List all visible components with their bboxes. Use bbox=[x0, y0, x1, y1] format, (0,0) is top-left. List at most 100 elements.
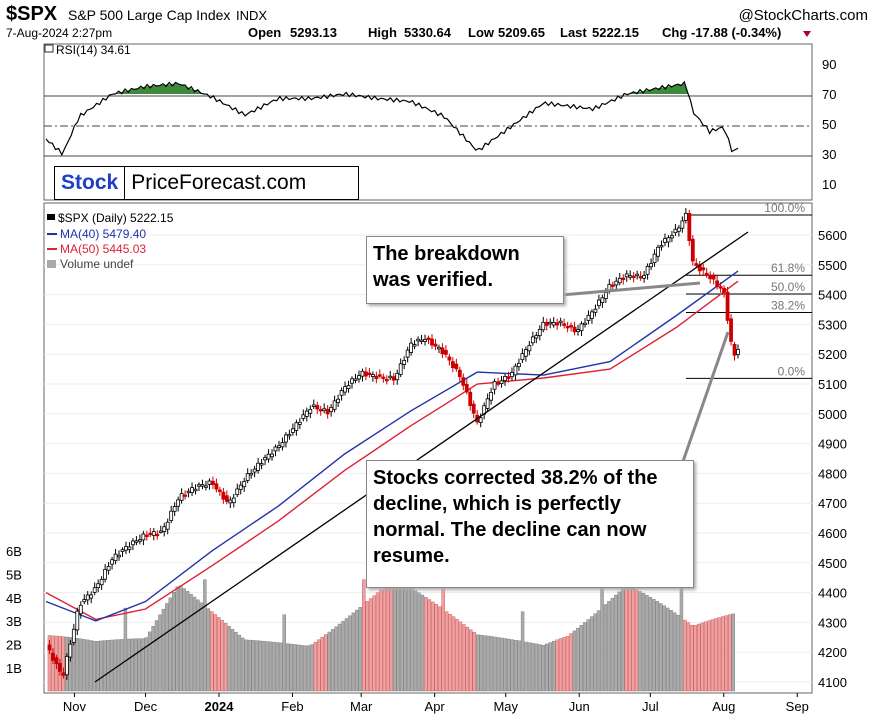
volume-tick-label: 3B bbox=[6, 614, 22, 629]
price-tick-label: 4100 bbox=[818, 675, 847, 690]
price-tick-label: 4700 bbox=[818, 496, 847, 511]
candle-body bbox=[457, 369, 462, 378]
volume-bar bbox=[662, 605, 666, 692]
volume-bar bbox=[78, 638, 83, 692]
volume-bar bbox=[420, 594, 425, 692]
volume-bar bbox=[634, 589, 639, 692]
volume-bar bbox=[113, 639, 117, 692]
candle-body bbox=[395, 372, 400, 381]
candle-body bbox=[718, 286, 723, 289]
candle-body bbox=[336, 398, 341, 403]
candle-body bbox=[621, 277, 626, 281]
candle-body bbox=[419, 339, 424, 342]
volume-bar bbox=[551, 640, 556, 692]
candle-body bbox=[322, 408, 327, 412]
candle-body bbox=[426, 337, 431, 340]
volume-bar bbox=[134, 638, 138, 692]
price-legend: $SPX (Daily) 5222.15 MA(40) 5479.40 MA(5… bbox=[47, 211, 174, 271]
fib-label: 38.2% bbox=[771, 298, 805, 312]
candle-body bbox=[92, 587, 97, 593]
volume-bar bbox=[268, 641, 273, 692]
candle-body bbox=[165, 521, 170, 530]
volume-bar bbox=[455, 619, 459, 692]
candle-body bbox=[329, 406, 334, 412]
candle-body bbox=[200, 484, 205, 487]
volume-bar bbox=[230, 629, 235, 692]
volume-bar bbox=[565, 636, 570, 692]
volume-bar bbox=[158, 614, 162, 692]
volume-bar bbox=[261, 640, 266, 692]
volume-bar bbox=[85, 639, 90, 692]
volume-bar bbox=[355, 609, 359, 692]
candle-body bbox=[270, 453, 274, 458]
volume-bar bbox=[576, 627, 580, 692]
candle-body bbox=[680, 220, 685, 229]
candle-body bbox=[148, 532, 153, 536]
candle-body bbox=[656, 246, 660, 257]
volume-bar bbox=[403, 584, 407, 692]
rsi-tick-label: 90 bbox=[822, 57, 836, 72]
candle-body bbox=[555, 322, 560, 326]
volume-bar bbox=[690, 624, 694, 692]
volume-bar bbox=[438, 606, 442, 692]
candle-body bbox=[315, 405, 320, 410]
volume-bar bbox=[645, 595, 649, 692]
candle-body bbox=[47, 644, 52, 651]
x-tick-label: 2024 bbox=[205, 699, 235, 714]
volume-bar bbox=[714, 618, 718, 692]
candle-body bbox=[124, 546, 128, 551]
volume-bar bbox=[327, 631, 331, 692]
volume-bar bbox=[161, 608, 166, 692]
volume-bar bbox=[693, 625, 697, 692]
candle-body bbox=[603, 292, 608, 299]
volume-bar bbox=[641, 593, 646, 692]
breakdown-callout: The breakdown was verified. bbox=[366, 236, 564, 304]
volume-bar bbox=[199, 602, 204, 692]
candle-body bbox=[172, 506, 177, 512]
candle-body bbox=[670, 235, 674, 239]
price-tick-label: 4600 bbox=[818, 526, 847, 541]
volume-bar bbox=[548, 642, 552, 692]
volume-bar bbox=[185, 591, 190, 692]
volume-bar bbox=[192, 596, 197, 692]
candle-body bbox=[586, 314, 591, 321]
spx-legend-swatch bbox=[47, 214, 55, 220]
candle-body bbox=[211, 480, 215, 486]
volume-bar bbox=[572, 630, 577, 692]
candle-body bbox=[179, 493, 184, 501]
price-tick-label: 5100 bbox=[818, 377, 847, 392]
x-tick-label: Feb bbox=[281, 699, 303, 714]
volume-bar bbox=[596, 610, 601, 692]
candle-body bbox=[235, 488, 240, 495]
volume-bar bbox=[617, 591, 621, 692]
last-label: Last bbox=[560, 25, 587, 40]
volume-bar bbox=[96, 640, 100, 692]
volume-bar bbox=[444, 611, 449, 692]
price-tick-label: 4800 bbox=[818, 466, 847, 481]
price-tick-label: 5600 bbox=[818, 228, 847, 243]
index-name: S&P 500 Large Cap Index bbox=[68, 7, 230, 23]
chg-value: -17.88 (-0.34%) bbox=[691, 25, 781, 40]
candle-body bbox=[614, 280, 619, 286]
volume-bar bbox=[441, 579, 445, 692]
volume-bar bbox=[248, 639, 252, 692]
volume-bar bbox=[137, 638, 141, 692]
candle-body bbox=[642, 275, 647, 279]
volume-bar bbox=[154, 620, 159, 692]
candle-body bbox=[106, 566, 111, 571]
volume-bar bbox=[728, 614, 732, 692]
candle-body bbox=[409, 342, 414, 353]
candle-body bbox=[113, 553, 118, 562]
candle-body bbox=[402, 359, 407, 365]
volume-bar bbox=[292, 644, 297, 692]
candle-body bbox=[496, 382, 500, 385]
candle-body bbox=[364, 371, 368, 377]
volume-bar bbox=[334, 626, 338, 692]
candle-body bbox=[461, 377, 466, 386]
candle-body bbox=[259, 463, 264, 466]
price-tick-label: 4500 bbox=[818, 556, 847, 571]
volume-bar bbox=[724, 615, 729, 692]
rsi-line bbox=[45, 80, 739, 157]
candle-body bbox=[301, 414, 306, 419]
